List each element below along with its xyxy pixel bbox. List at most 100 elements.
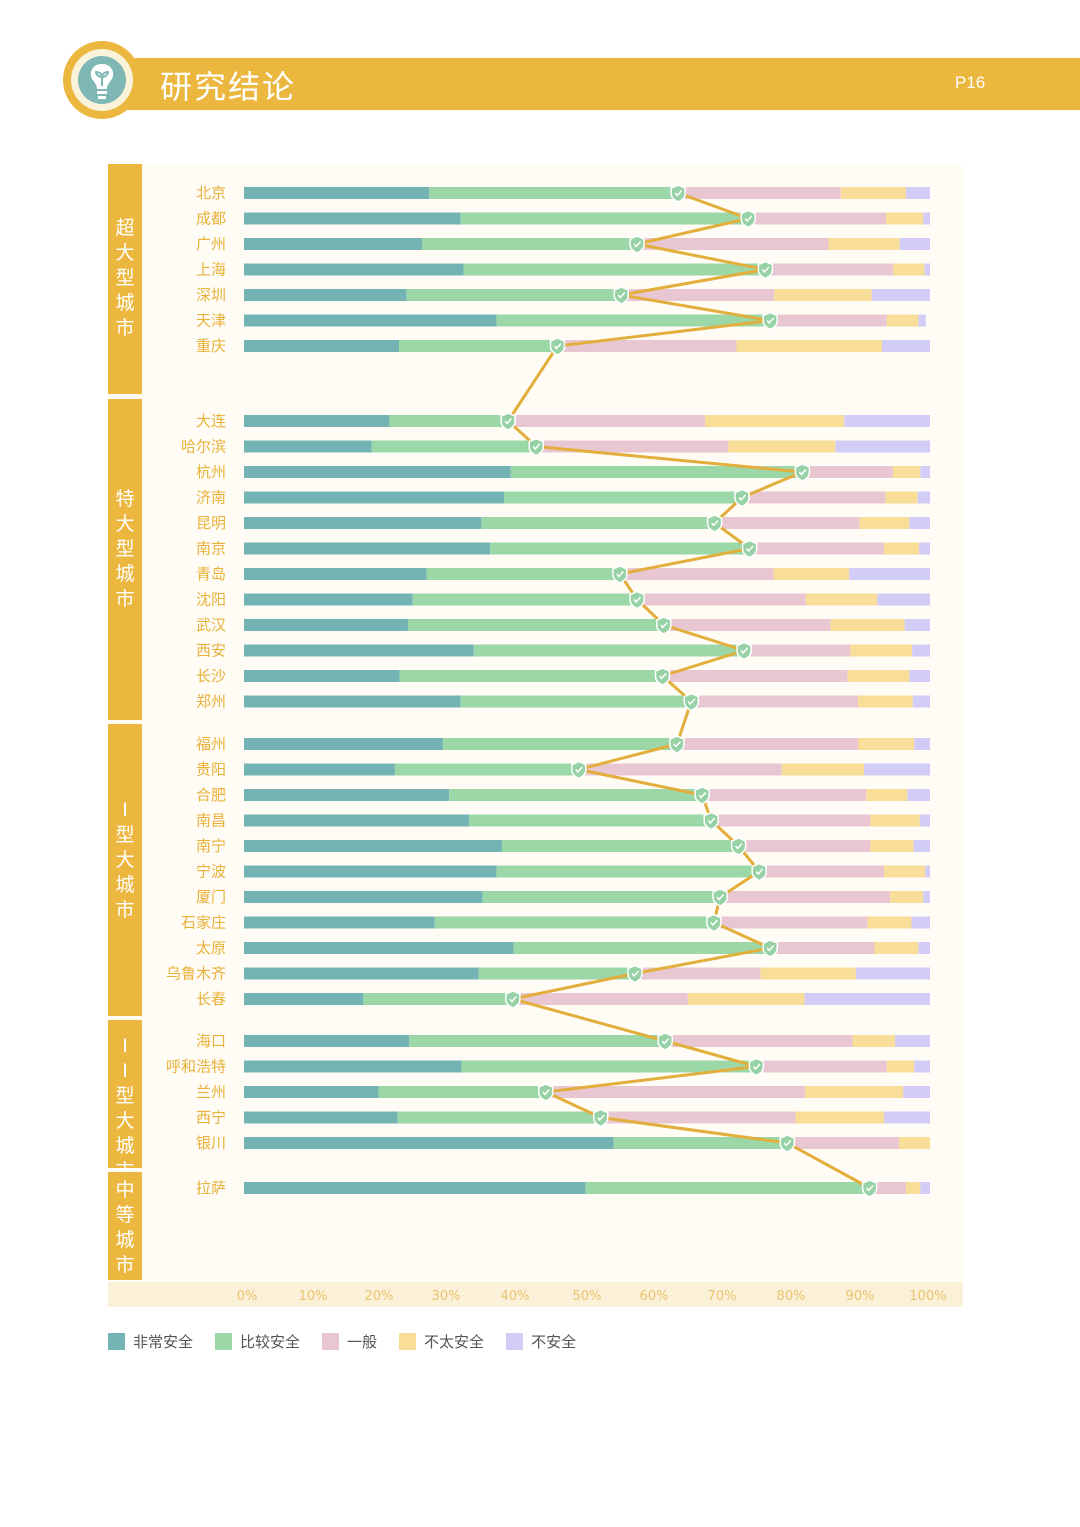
bar-segment bbox=[637, 593, 806, 606]
bar-segment bbox=[749, 542, 885, 555]
bar-segment bbox=[781, 763, 865, 776]
bar-segment bbox=[613, 1137, 788, 1149]
legend-swatch bbox=[506, 1333, 524, 1350]
bar-segment bbox=[536, 440, 729, 453]
bar-segment bbox=[805, 593, 878, 606]
bar-segment bbox=[919, 814, 930, 827]
x-tick-label: 0% bbox=[237, 1289, 258, 1304]
bar-segment bbox=[870, 814, 920, 827]
bar-segment bbox=[914, 738, 930, 750]
bar-segment bbox=[482, 891, 721, 903]
bar-segment bbox=[714, 517, 860, 529]
bar-segment bbox=[804, 993, 930, 1005]
bar-segment bbox=[429, 187, 679, 199]
bar-segment bbox=[503, 491, 743, 504]
bar-segment bbox=[600, 1111, 796, 1124]
city-label: 武汉 bbox=[196, 616, 226, 634]
x-tick-label: 80% bbox=[777, 1289, 806, 1304]
bar-segment bbox=[389, 415, 509, 427]
bar-segment bbox=[676, 738, 858, 750]
bar-segment bbox=[363, 993, 513, 1005]
group-band bbox=[108, 164, 142, 394]
bar-segment bbox=[857, 695, 913, 708]
shield-marker bbox=[538, 1083, 554, 1102]
x-tick-label: 70% bbox=[708, 1289, 737, 1304]
city-label: 长沙 bbox=[196, 667, 226, 685]
bar-segment bbox=[512, 993, 688, 1005]
lightbulb-logo-icon bbox=[63, 41, 141, 119]
shield-marker bbox=[736, 641, 752, 661]
shield-marker bbox=[612, 565, 628, 584]
bar-segment bbox=[244, 670, 400, 682]
bar-segment bbox=[886, 314, 919, 327]
bar-segment bbox=[478, 967, 636, 980]
bar-segment bbox=[244, 1086, 379, 1098]
bar-segment bbox=[244, 593, 413, 606]
city-label: 青岛 bbox=[196, 565, 226, 583]
shield-marker bbox=[629, 235, 645, 254]
bar-segment bbox=[892, 263, 925, 276]
bar-segment bbox=[736, 340, 882, 352]
bar-segment bbox=[490, 542, 750, 555]
bar-segment bbox=[501, 840, 739, 852]
bar-segment bbox=[895, 1035, 930, 1047]
shield-marker bbox=[505, 990, 521, 1009]
x-tick-label: 60% bbox=[640, 1289, 669, 1304]
bar-segment bbox=[513, 942, 771, 954]
legend-item: 比较安全 bbox=[215, 1331, 300, 1352]
chart-legend: 非常安全 比较安全 一般 不太安全 不安全 bbox=[108, 1331, 598, 1352]
bar-segment bbox=[907, 789, 930, 801]
bar-segment bbox=[756, 1060, 887, 1073]
bar-segment bbox=[244, 491, 504, 504]
bar-segment bbox=[787, 1137, 900, 1149]
bar-segment bbox=[920, 1182, 930, 1194]
bar-segment bbox=[728, 440, 836, 453]
bar-segment bbox=[920, 466, 930, 478]
shield-marker bbox=[740, 209, 756, 229]
city-label: 南昌 bbox=[196, 812, 226, 830]
city-label: 海口 bbox=[196, 1032, 226, 1050]
legend-label: 一般 bbox=[347, 1333, 378, 1351]
page-number: P16 bbox=[955, 73, 986, 92]
city-label: 兰州 bbox=[196, 1083, 226, 1101]
bar-segment bbox=[244, 644, 474, 657]
bar-segment bbox=[244, 789, 450, 801]
bar-segment bbox=[885, 491, 918, 504]
city-label: 西宁 bbox=[196, 1109, 226, 1127]
bar-segment bbox=[399, 670, 663, 682]
bar-segment bbox=[905, 1182, 921, 1194]
legend-label: 非常安全 bbox=[133, 1333, 194, 1351]
legend-item: 非常安全 bbox=[108, 1331, 193, 1352]
x-tick-label: 90% bbox=[846, 1289, 875, 1304]
legend-label: 比较安全 bbox=[240, 1333, 301, 1351]
city-label: 沈阳 bbox=[196, 591, 226, 609]
city-label: 济南 bbox=[196, 489, 226, 507]
bar-segment bbox=[925, 865, 930, 878]
bar-segment bbox=[923, 891, 930, 903]
bar-segment bbox=[892, 466, 921, 478]
bar-segment bbox=[691, 695, 858, 708]
bar-segment bbox=[748, 212, 887, 225]
bar-segment bbox=[578, 763, 782, 776]
bar-segment bbox=[886, 212, 924, 225]
legend-swatch bbox=[215, 1333, 233, 1350]
city-label: 呼和浩特 bbox=[166, 1058, 226, 1076]
city-label: 杭州 bbox=[196, 463, 226, 481]
city-label: 南宁 bbox=[196, 837, 226, 855]
bar-segment bbox=[890, 891, 924, 903]
bar-segment bbox=[869, 1182, 906, 1194]
bar-segment bbox=[585, 1182, 870, 1194]
bar-segment bbox=[855, 967, 930, 980]
bar-segment bbox=[412, 593, 638, 606]
safety-line bbox=[506, 191, 871, 1190]
bar-segment bbox=[510, 466, 803, 478]
bar-segment bbox=[244, 891, 483, 903]
bar-segment bbox=[378, 1086, 546, 1098]
bar-segment bbox=[399, 340, 558, 352]
city-label: 哈尔滨 bbox=[181, 438, 226, 456]
shield-marker bbox=[762, 311, 778, 331]
city-label: 石家庄 bbox=[181, 914, 226, 932]
bar-segment bbox=[244, 1182, 586, 1194]
x-tick-label: 30% bbox=[432, 1289, 461, 1304]
